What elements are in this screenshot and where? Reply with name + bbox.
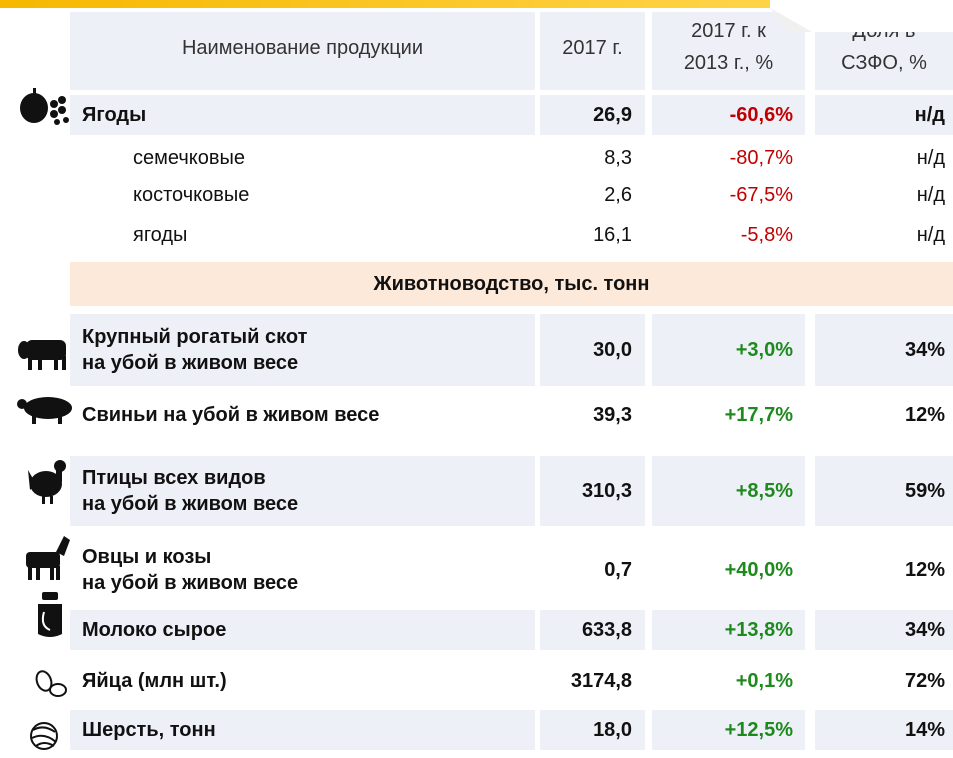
change-pct: +3,0% xyxy=(735,339,793,361)
row-cell xyxy=(70,456,535,526)
cow-icon xyxy=(18,340,66,370)
header-cell xyxy=(70,12,535,90)
header-label: 2013 г., % xyxy=(683,52,774,74)
header-label: 2017 г. xyxy=(562,37,623,59)
row-cell xyxy=(540,610,645,650)
change-pct: +0,1% xyxy=(735,670,793,692)
row-cell xyxy=(70,710,535,750)
header-label: Наименование продукции xyxy=(181,37,424,59)
value-2017: 2,6 xyxy=(604,184,632,206)
egg-icon xyxy=(35,670,67,697)
row-cell xyxy=(70,95,535,135)
value-2017: 310,3 xyxy=(581,480,632,502)
fruit-icon xyxy=(20,88,69,125)
row-cell xyxy=(815,95,953,135)
yarn-icon xyxy=(30,722,58,750)
value-2017: 26,9 xyxy=(593,104,632,126)
share-pct: 34% xyxy=(904,339,945,361)
row-cell xyxy=(70,314,535,386)
value-2017: 30,0 xyxy=(593,339,632,361)
row-cell xyxy=(70,610,535,650)
row-cell xyxy=(540,95,645,135)
share-pct: 59% xyxy=(904,480,945,502)
value-2017: 633,8 xyxy=(581,619,632,641)
header-label: СЗФО, % xyxy=(841,52,927,74)
row-cell xyxy=(815,610,953,650)
value-2017: 3174,8 xyxy=(570,670,632,692)
product-name: Шерсть, тонн xyxy=(82,719,216,741)
product-name: Крупный рогатый скот xyxy=(82,326,308,348)
row-cell xyxy=(540,456,645,526)
section-title: Животноводство, тыс. тонн xyxy=(373,273,650,295)
share-pct: н/д xyxy=(916,184,945,206)
row-cell xyxy=(815,710,953,750)
pig-icon xyxy=(17,397,72,424)
header-label: Доля в xyxy=(852,20,916,42)
change-pct: +40,0% xyxy=(724,559,793,581)
product-name: на убой в живом весе xyxy=(82,572,299,594)
product-name: на убой в живом весе xyxy=(82,493,299,515)
share-pct: 34% xyxy=(904,619,945,641)
value-2017: 8,3 xyxy=(604,147,632,169)
product-name: Яйца (млн шт.) xyxy=(82,670,227,692)
share-pct: 12% xyxy=(904,404,945,426)
share-pct: 72% xyxy=(904,670,945,692)
row-cell xyxy=(652,610,805,650)
top-bar xyxy=(0,0,800,8)
share-pct: н/д xyxy=(916,224,945,246)
header-label: 2017 г. к xyxy=(691,20,766,42)
row-cell xyxy=(652,456,805,526)
row-cell xyxy=(652,710,805,750)
share-pct: н/д xyxy=(914,104,945,126)
row-cell xyxy=(815,456,953,526)
row-cell xyxy=(540,314,645,386)
product-name: Птицы всех видов xyxy=(82,467,266,489)
share-pct: 14% xyxy=(904,719,945,741)
change-pct: +8,5% xyxy=(735,480,793,502)
product-name: Свиньи на убой в живом весе xyxy=(82,404,380,426)
product-name: на убой в живом весе xyxy=(82,352,299,374)
change-pct: +13,8% xyxy=(724,619,793,641)
value-2017: 16,1 xyxy=(593,224,632,246)
row-cell xyxy=(652,95,805,135)
product-name: семечковые xyxy=(133,147,245,169)
row-cell xyxy=(540,710,645,750)
product-name: ягоды xyxy=(133,224,188,246)
value-2017: 0,7 xyxy=(604,559,632,581)
value-2017: 18,0 xyxy=(593,719,632,741)
change-pct: -67,5% xyxy=(729,184,793,206)
section-band xyxy=(70,262,953,306)
row-cell xyxy=(815,314,953,386)
product-name: Молоко сырое xyxy=(82,619,227,641)
change-pct: +17,7% xyxy=(724,404,793,426)
row-cell xyxy=(652,314,805,386)
value-2017: 39,3 xyxy=(593,404,632,426)
product-name: Ягоды xyxy=(82,104,147,126)
product-name: Овцы и козы xyxy=(82,546,212,568)
share-pct: н/д xyxy=(916,147,945,169)
change-pct: -5,8% xyxy=(740,224,793,246)
change-pct: -60,6% xyxy=(729,104,793,126)
change-pct: +12,5% xyxy=(724,719,793,741)
milk-icon xyxy=(38,592,62,637)
share-pct: 12% xyxy=(904,559,945,581)
goat-icon xyxy=(26,536,70,580)
header-cell xyxy=(540,12,645,90)
chicken-icon xyxy=(28,460,66,504)
product-name: косточковые xyxy=(133,184,250,206)
change-pct: -80,7% xyxy=(729,147,793,169)
